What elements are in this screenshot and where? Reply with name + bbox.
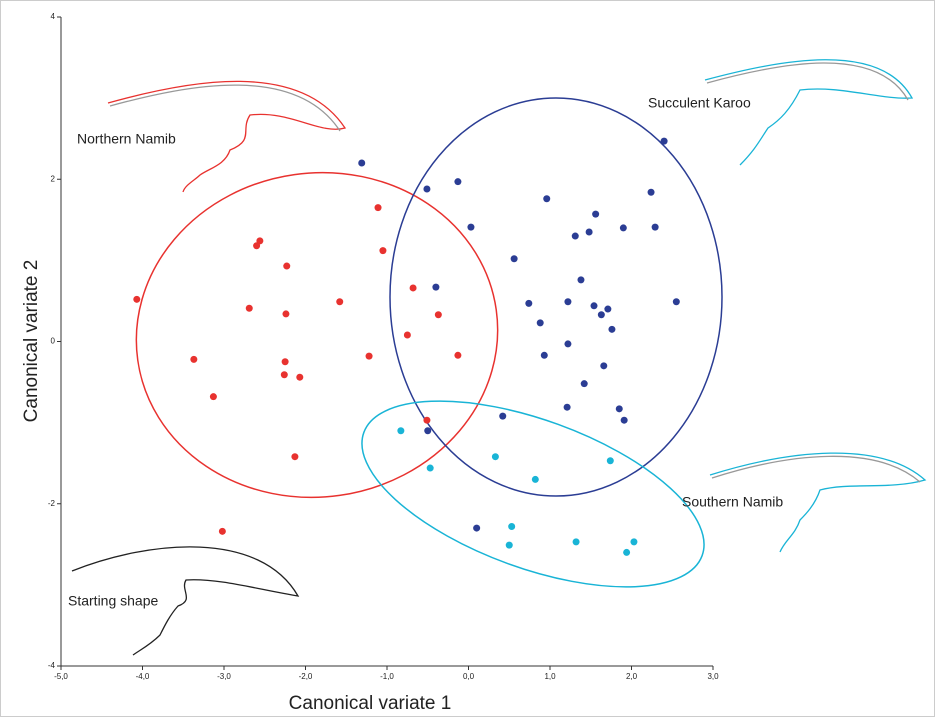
point bbox=[454, 178, 461, 185]
point bbox=[616, 405, 623, 412]
point bbox=[256, 237, 263, 244]
point bbox=[592, 211, 599, 218]
point bbox=[246, 305, 253, 312]
point bbox=[210, 393, 217, 400]
x-tick-label: 1,0 bbox=[544, 672, 556, 681]
point bbox=[219, 528, 226, 535]
point bbox=[427, 465, 434, 472]
point bbox=[281, 371, 288, 378]
x-tick-label: 2,0 bbox=[626, 672, 638, 681]
point bbox=[541, 352, 548, 359]
point bbox=[623, 549, 630, 556]
y-tick-label: 2 bbox=[51, 174, 56, 183]
point bbox=[564, 404, 571, 411]
annotation: Northern Namib bbox=[77, 131, 176, 147]
point bbox=[508, 523, 515, 530]
point bbox=[133, 296, 140, 303]
point bbox=[586, 228, 593, 235]
point bbox=[511, 255, 518, 262]
y-tick-label: -4 bbox=[48, 661, 56, 670]
point bbox=[423, 417, 430, 424]
x-tick-label: -3,0 bbox=[217, 672, 231, 681]
x-tick-label: -5,0 bbox=[54, 672, 68, 681]
x-tick-label: 3,0 bbox=[707, 672, 719, 681]
point bbox=[366, 353, 373, 360]
point bbox=[621, 417, 628, 424]
point bbox=[283, 263, 290, 270]
point bbox=[375, 204, 382, 211]
point bbox=[673, 298, 680, 305]
y-tick-label: 4 bbox=[51, 12, 56, 21]
point bbox=[598, 311, 605, 318]
point bbox=[591, 302, 598, 309]
point bbox=[648, 189, 655, 196]
y-axis-title: Canonical variate 2 bbox=[21, 260, 42, 423]
x-tick-label: -2,0 bbox=[299, 672, 313, 681]
point bbox=[432, 284, 439, 291]
point bbox=[604, 306, 611, 313]
point bbox=[454, 352, 461, 359]
point bbox=[577, 276, 584, 283]
point bbox=[543, 195, 550, 202]
x-axis-title: Canonical variate 1 bbox=[289, 693, 452, 714]
point bbox=[506, 542, 513, 549]
x-tick-label: -1,0 bbox=[380, 672, 394, 681]
y-tick-label: -2 bbox=[48, 499, 56, 508]
point bbox=[424, 427, 431, 434]
point bbox=[410, 284, 417, 291]
point bbox=[532, 476, 539, 483]
frame bbox=[1, 1, 935, 717]
point bbox=[652, 224, 659, 231]
annotation: Starting shape bbox=[68, 593, 158, 609]
point bbox=[581, 380, 588, 387]
point bbox=[499, 413, 506, 420]
point bbox=[423, 185, 430, 192]
point bbox=[291, 453, 298, 460]
point bbox=[296, 374, 303, 381]
point bbox=[607, 457, 614, 464]
point bbox=[397, 427, 404, 434]
y-tick-label: 0 bbox=[51, 337, 56, 346]
point bbox=[608, 326, 615, 333]
point bbox=[661, 138, 668, 145]
point bbox=[336, 298, 343, 305]
point bbox=[564, 340, 571, 347]
point bbox=[537, 319, 544, 326]
point bbox=[435, 311, 442, 318]
point bbox=[564, 298, 571, 305]
point bbox=[473, 525, 480, 532]
point bbox=[630, 538, 637, 545]
point bbox=[379, 247, 386, 254]
point bbox=[282, 310, 289, 317]
point bbox=[358, 160, 365, 167]
point bbox=[404, 332, 411, 339]
x-tick-label: -4,0 bbox=[136, 672, 150, 681]
point bbox=[620, 224, 627, 231]
point bbox=[572, 233, 579, 240]
point bbox=[600, 362, 607, 369]
annotation: Southern Namib bbox=[682, 494, 783, 510]
point bbox=[282, 358, 289, 365]
chart: Canonical variate 1 Canonical variate 2 … bbox=[0, 0, 935, 717]
point bbox=[492, 453, 499, 460]
point bbox=[467, 224, 474, 231]
annotation: Succulent Karoo bbox=[648, 95, 751, 111]
x-tick-label: 0,0 bbox=[463, 672, 475, 681]
point bbox=[525, 300, 532, 307]
point bbox=[190, 356, 197, 363]
point bbox=[573, 538, 580, 545]
